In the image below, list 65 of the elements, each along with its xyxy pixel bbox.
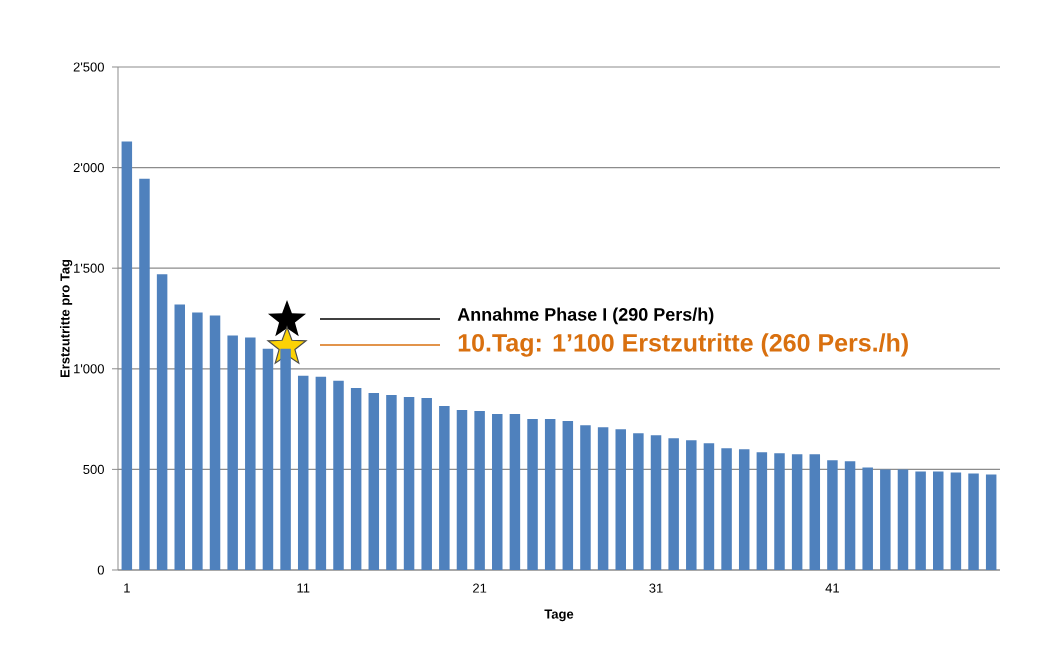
y-tick-label: 0 <box>97 565 104 575</box>
bar <box>880 469 891 570</box>
bar <box>456 410 468 570</box>
x-tick-label: 31 <box>649 583 663 593</box>
bar <box>615 429 626 570</box>
bar <box>650 435 662 570</box>
bar <box>297 375 309 570</box>
bar <box>668 438 679 570</box>
x-tick-label: 21 <box>473 583 487 593</box>
x-tick-label: 41 <box>825 583 840 593</box>
bar <box>950 472 962 570</box>
bar <box>915 471 926 570</box>
bar <box>280 348 291 570</box>
x-tick-label: 11 <box>297 583 310 593</box>
bar <box>897 469 909 570</box>
y-tick-label: 1'500 <box>74 263 104 273</box>
bar <box>421 397 432 570</box>
bar <box>492 414 503 570</box>
y-tick-label: 2'500 <box>73 62 104 72</box>
bar <box>527 419 538 570</box>
bar <box>933 471 944 570</box>
bar <box>368 392 380 570</box>
bar <box>121 141 133 570</box>
bar <box>844 461 856 570</box>
annotation: 10.Tag: 1’100 Erstzutritte (260 Pers./h) <box>458 333 908 357</box>
bar <box>315 376 327 570</box>
bar <box>156 274 168 570</box>
bar <box>262 348 274 570</box>
y-tick-label: 1'000 <box>74 364 104 374</box>
bar <box>403 396 415 570</box>
bar <box>474 411 485 570</box>
bar <box>968 473 979 570</box>
bar <box>386 394 397 570</box>
bar <box>333 380 344 570</box>
bar <box>227 335 238 570</box>
bar <box>686 440 697 570</box>
bar <box>544 419 556 570</box>
bar <box>209 315 221 570</box>
bar <box>245 337 256 570</box>
x-tick-label: 1 <box>124 583 130 593</box>
y-tick-label: 500 <box>83 464 104 474</box>
bar <box>985 474 997 570</box>
bar <box>350 387 362 570</box>
y-axis-title: Erstzutritte pro Tag <box>60 259 73 378</box>
bar <box>139 178 150 570</box>
bar <box>192 312 203 570</box>
bar <box>862 467 873 570</box>
y-tick-label: 2'000 <box>73 162 104 173</box>
bar <box>562 421 574 570</box>
bar <box>791 454 803 570</box>
bar <box>721 448 732 570</box>
bar <box>756 452 768 570</box>
bar <box>509 414 521 570</box>
bar <box>580 425 591 570</box>
bar <box>827 460 838 570</box>
annotation: Annahme Phase I (290 Pers/h) <box>457 307 714 325</box>
x-axis-title: Tage <box>544 609 574 622</box>
bar <box>597 427 609 570</box>
bar <box>703 443 715 570</box>
bar <box>774 453 785 570</box>
bar <box>633 433 644 570</box>
bar <box>809 454 821 570</box>
bar <box>439 406 450 570</box>
bar <box>738 449 750 570</box>
bar <box>174 304 185 570</box>
